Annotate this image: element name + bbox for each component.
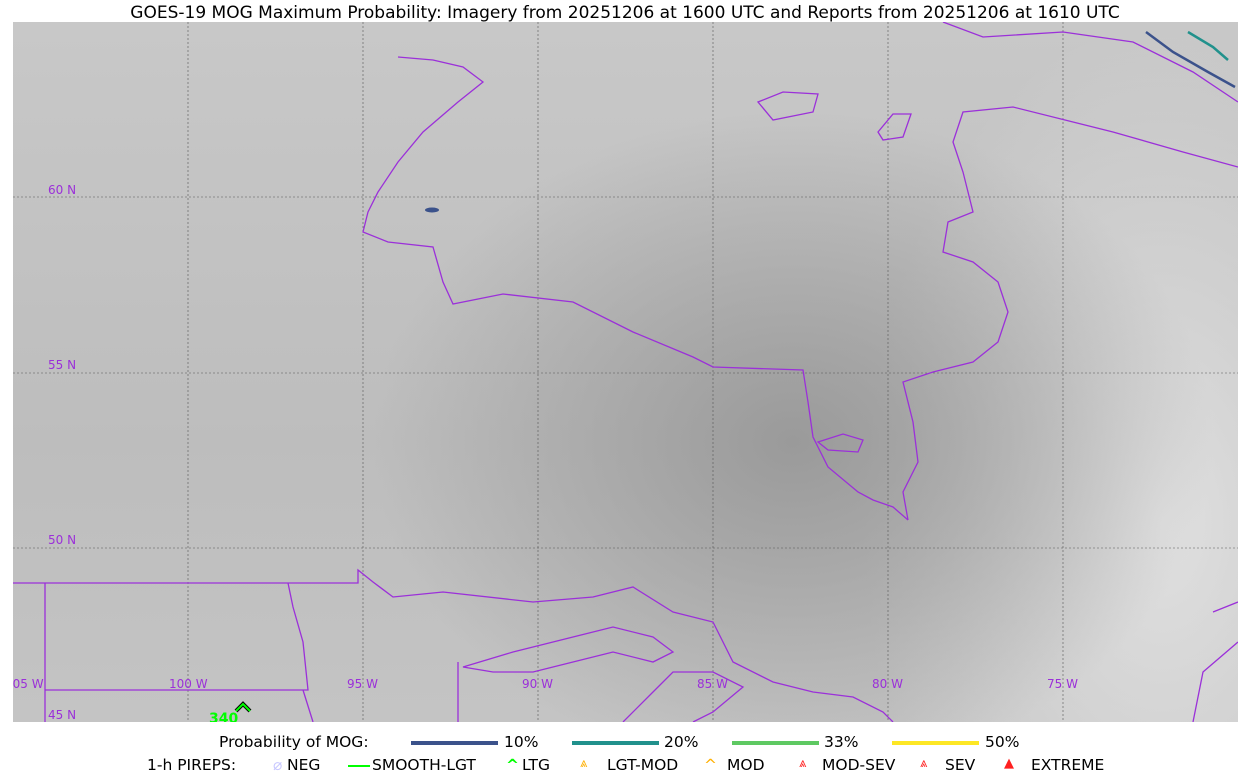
gridlines-dark [13, 22, 1238, 722]
satellite-map: 105 W 100 W 95 W 90 W 85 W 80 W 75 W 60 … [13, 22, 1238, 722]
mod-icon: ^ [704, 756, 717, 774]
lon-label: 85 W [697, 677, 728, 691]
prob-10-area [425, 207, 439, 213]
pirep-legend: 1-h PIREPS: ⌀ NEG SMOOTH-LGT ^ LTG ⩓ LGT… [0, 756, 1250, 776]
lon-label: 75 W [1047, 677, 1078, 691]
lon-label: 80 W [872, 677, 903, 691]
map-title: GOES-19 MOG Maximum Probability: Imagery… [130, 3, 1120, 23]
prob-label: 20% [664, 733, 699, 751]
pirep-label: LTG [522, 756, 550, 774]
prob-label: 33% [824, 733, 859, 751]
swatch-10 [411, 741, 498, 745]
prob-legend-title: Probability of MOG: [219, 733, 369, 751]
map-overlay [13, 22, 1238, 722]
pirep-label: SMOOTH-LGT [372, 756, 476, 774]
pirep-label: NEG [287, 756, 321, 774]
lon-label: 105 W [13, 677, 44, 691]
lgt-mod-icon: ⩓ [580, 756, 588, 771]
pirep-label: MOD [727, 756, 765, 774]
lat-label: 55 N [48, 358, 77, 372]
ltg-icon: ^ [506, 756, 519, 774]
lon-label: 90 W [522, 677, 553, 691]
mod-sev-icon: ⩓ [799, 756, 807, 771]
lon-label: 95 W [347, 677, 378, 691]
neg-icon: ⌀ [273, 756, 283, 774]
prob-label: 50% [985, 733, 1020, 751]
probability-legend: Probability of MOG: 10% 20% 33% 50% [0, 733, 1250, 753]
swatch-33 [732, 741, 819, 745]
prob-10-contour [1145, 30, 1236, 89]
swatch-50 [892, 741, 979, 745]
pirep-label: SEV [945, 756, 976, 774]
pirep-legend-title: 1-h PIREPS: [147, 756, 237, 774]
pirep-label: EXTREME [1031, 756, 1105, 774]
lat-label: 60 N [48, 183, 77, 197]
lat-label: 45 N [48, 708, 77, 722]
pirep-label: MOD-SEV [822, 756, 896, 774]
pirep-label: LGT-MOD [607, 756, 679, 774]
coastlines [13, 22, 1238, 722]
lon-label: 100 W [169, 677, 208, 691]
report-flight-level: 340 [209, 711, 239, 722]
swatch-20 [572, 741, 659, 745]
smooth-lgt-icon [348, 765, 370, 767]
extreme-icon: ▲ [1004, 756, 1014, 771]
prob-20-contour [1187, 30, 1229, 61]
sev-icon: ⩓ [920, 756, 928, 771]
prob-label: 10% [504, 733, 539, 751]
lat-label: 50 N [48, 533, 77, 547]
